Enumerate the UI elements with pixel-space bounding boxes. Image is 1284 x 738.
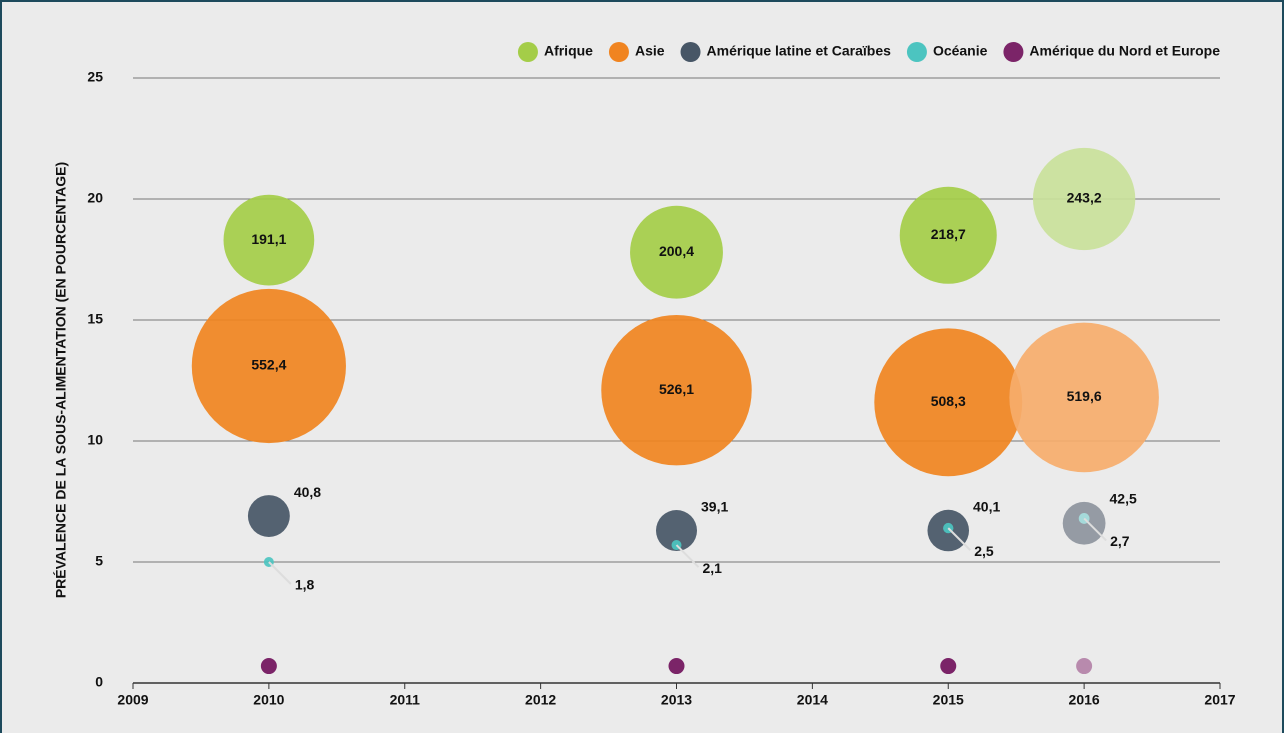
- y-tick-label: 10: [87, 432, 103, 448]
- data-label: 2,5: [974, 543, 994, 559]
- x-tick-label: 2011: [390, 692, 421, 708]
- x-tick-label: 2013: [661, 692, 692, 708]
- bubble: [1032, 147, 1136, 251]
- y-tick-label: 15: [87, 311, 103, 327]
- legend-marker: [680, 42, 701, 62]
- data-label: 191,1: [251, 231, 286, 247]
- bubble: [668, 658, 685, 675]
- data-label: 526,1: [659, 381, 694, 397]
- legend-label: Océanie: [933, 43, 988, 59]
- leader-line: [675, 544, 700, 568]
- data-label: 1,8: [295, 577, 315, 593]
- bubble: [899, 186, 997, 284]
- data-label: 40,1: [973, 498, 1000, 514]
- bubble: [223, 194, 315, 286]
- y-tick-label: 25: [87, 69, 103, 85]
- data-label: 2,1: [703, 560, 723, 576]
- data-label: 218,7: [931, 226, 966, 242]
- legend-label: Afrique: [544, 43, 593, 59]
- bubble: [1009, 322, 1159, 473]
- bubble: [1076, 658, 1093, 675]
- bubble: [655, 510, 698, 552]
- y-tick-label: 0: [95, 674, 103, 690]
- bubble: [630, 205, 723, 299]
- data-label: 40,8: [294, 484, 321, 500]
- legend-marker: [608, 42, 629, 62]
- bubble: [191, 288, 346, 444]
- y-tick-label: 5: [95, 553, 103, 569]
- legend-marker: [906, 42, 927, 62]
- legend-label: Amérique latine et Caraïbes: [707, 43, 892, 59]
- data-label: 39,1: [701, 499, 728, 515]
- data-label: 519,6: [1067, 388, 1102, 404]
- bubble: [874, 328, 1023, 477]
- leader-line: [947, 527, 971, 551]
- data-label: 243,2: [1067, 190, 1102, 206]
- y-axis-label: PRÉVALENCE DE LA SOUS-ALIMENTATION (EN P…: [53, 162, 69, 598]
- legend-label: Amérique du Nord et Europe: [1029, 43, 1220, 59]
- legend-marker: [517, 42, 538, 62]
- x-tick-label: 2015: [933, 692, 964, 708]
- x-tick-label: 2017: [1204, 692, 1235, 708]
- data-label: 200,4: [659, 243, 694, 259]
- data-label: 42,5: [1110, 491, 1137, 507]
- data-label: 2,7: [1110, 533, 1130, 549]
- leader-line: [1083, 517, 1107, 542]
- bubble: [247, 495, 290, 537]
- bubble: [260, 658, 277, 675]
- x-tick-label: 2016: [1069, 692, 1100, 708]
- x-tick-label: 2012: [525, 692, 556, 708]
- legend-label: Asie: [635, 43, 665, 59]
- data-label: 552,4: [251, 357, 286, 373]
- x-tick-label: 2009: [117, 692, 148, 708]
- bubble: [601, 314, 752, 466]
- x-tick-label: 2010: [253, 692, 284, 708]
- x-tick-label: 2014: [797, 692, 828, 708]
- bubble: [940, 658, 957, 675]
- legend-marker: [1003, 42, 1024, 62]
- data-label: 508,3: [931, 393, 966, 409]
- y-tick-label: 20: [87, 190, 103, 206]
- leader-line: [268, 561, 292, 585]
